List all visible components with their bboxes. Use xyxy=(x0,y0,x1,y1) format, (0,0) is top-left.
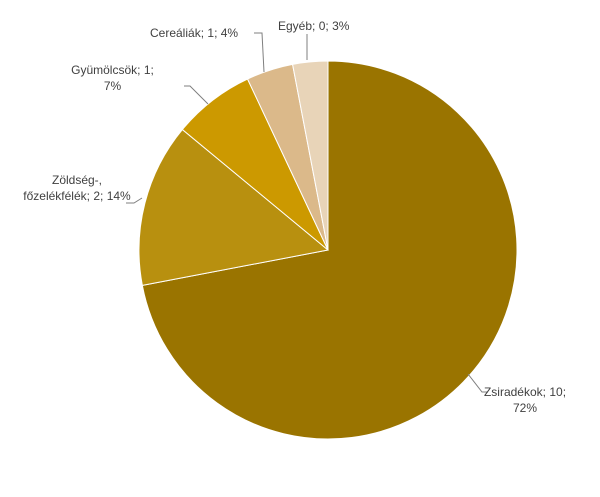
label-category: Zsiradékok xyxy=(483,385,543,399)
leader-line xyxy=(126,197,143,204)
label-separator: ; xyxy=(150,63,154,77)
pie-slice xyxy=(292,60,329,251)
label-percent: 7% xyxy=(103,79,122,93)
label-separator: ; xyxy=(312,19,319,33)
label-separator: ; xyxy=(137,63,144,77)
label-separator: ; xyxy=(200,26,208,40)
data-label: Zsiradékok; 10; 72% xyxy=(475,384,575,416)
label-separator: ; xyxy=(86,189,94,203)
label-percent: 4% xyxy=(220,26,239,40)
data-label: Egyéb; 0; 3% xyxy=(278,18,349,34)
label-value: 1 xyxy=(143,63,151,77)
leader-line xyxy=(467,373,488,393)
label-category: Zöldség-, főzelékfélék xyxy=(23,173,103,203)
data-label: Zöldség-, főzelékfélék; 2; 14% xyxy=(22,172,132,204)
label-value: 1 xyxy=(207,26,215,40)
leader-line xyxy=(184,85,209,105)
label-value: 10 xyxy=(549,385,563,399)
label-separator: ; xyxy=(100,189,107,203)
data-label: Cereáliák; 1; 4% xyxy=(150,25,238,41)
label-separator: ; xyxy=(214,26,221,40)
label-percent: 72% xyxy=(512,401,538,415)
label-value: 2 xyxy=(93,189,101,203)
label-category: Gyümölcsök xyxy=(71,63,138,77)
pie-slice xyxy=(141,60,518,440)
label-separator: ; xyxy=(325,19,333,33)
leader-line xyxy=(254,32,265,73)
label-value: 0 xyxy=(318,19,326,33)
label-percent: 14% xyxy=(106,189,131,203)
data-label: Gyümölcsök; 1; 7% xyxy=(65,62,160,94)
label-category: Cereáliák xyxy=(150,26,201,40)
pie-slice xyxy=(138,128,330,286)
label-percent: 3% xyxy=(332,19,350,33)
label-separator: ; xyxy=(562,385,567,399)
label-separator: ; xyxy=(542,385,550,399)
label-category: Egyéb xyxy=(278,19,313,33)
